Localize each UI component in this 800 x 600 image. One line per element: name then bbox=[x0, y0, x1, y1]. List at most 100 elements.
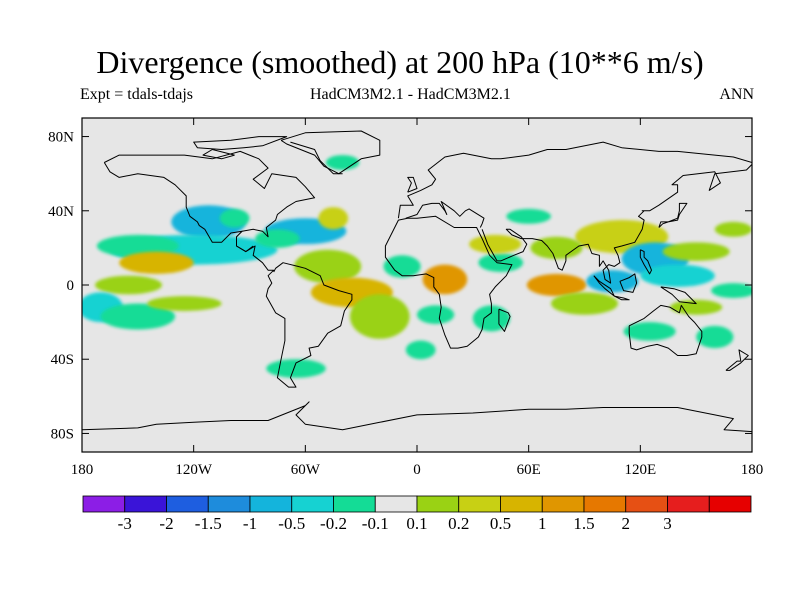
field-region-pos-vstrong bbox=[422, 264, 468, 295]
coastline bbox=[639, 249, 652, 275]
experiment-label: Expt = tdals-tdajs bbox=[80, 86, 194, 103]
colorbar-swatch bbox=[291, 495, 334, 513]
field-region-pos-light bbox=[350, 294, 410, 339]
colorbar-swatch bbox=[124, 495, 167, 513]
colorbar: -3 -2 -1.5 -1 -0.5 -0.2 -0.1 0.1 0.2 0.5 1 1.5 2 3 bbox=[82, 495, 752, 533]
field-region-pos-light bbox=[662, 242, 730, 261]
colorbar-swatch bbox=[708, 495, 752, 513]
coastline bbox=[628, 304, 703, 356]
lon-tick-label: 60W bbox=[291, 462, 321, 478]
colorbar-swatch bbox=[667, 495, 710, 513]
coastline bbox=[280, 130, 381, 175]
field-region-pos-light bbox=[147, 296, 222, 311]
field-region-pos-mid bbox=[318, 207, 349, 230]
colorbar-label: -0.2 bbox=[320, 514, 347, 533]
colorbar-label: -0.1 bbox=[362, 514, 389, 533]
colorbar-label: -2 bbox=[159, 514, 173, 533]
lat-tick-label: 80S bbox=[51, 426, 74, 442]
colorbar-swatch bbox=[249, 495, 293, 513]
coastline bbox=[660, 286, 697, 305]
field-region-neg-light bbox=[383, 255, 421, 278]
coastline bbox=[104, 150, 353, 388]
colorbar-label: -1 bbox=[243, 514, 257, 533]
colorbar-label: 1.5 bbox=[573, 514, 594, 533]
field-region-neg-light bbox=[100, 303, 176, 330]
lat-tick-label: 0 bbox=[67, 278, 75, 294]
coastline bbox=[725, 349, 749, 371]
colorbar-label: 2 bbox=[622, 514, 631, 533]
colorbar-label: -3 bbox=[118, 514, 132, 533]
lon-tick-label: 120W bbox=[175, 462, 213, 478]
colorbar-label: 0.1 bbox=[406, 514, 427, 533]
colorbar-label: -1.5 bbox=[195, 514, 222, 533]
coastline bbox=[290, 141, 343, 175]
colorbar-swatch bbox=[207, 495, 251, 513]
colorbar-swatch bbox=[166, 495, 209, 513]
coastline bbox=[498, 308, 511, 332]
field-region-neg-light bbox=[711, 283, 752, 298]
coastline bbox=[619, 273, 638, 293]
divergence-field bbox=[82, 155, 752, 378]
field-region-pos-light bbox=[670, 299, 723, 315]
lon-tick-label: 120E bbox=[624, 462, 656, 478]
colorbar-swatch bbox=[82, 495, 126, 513]
coastline bbox=[82, 401, 752, 433]
field-region-neg-light bbox=[417, 305, 455, 324]
field-region-neg-light bbox=[623, 322, 676, 341]
field-region-pos-light bbox=[714, 221, 752, 237]
colorbar-swatch bbox=[333, 495, 376, 513]
coastlines bbox=[82, 130, 752, 433]
field-region-pos-strong bbox=[119, 251, 194, 274]
colorbar-label: 1 bbox=[538, 514, 547, 533]
field-region-neg-light bbox=[255, 229, 300, 248]
field-region-neg-light bbox=[506, 208, 551, 224]
field-region-pos-light bbox=[95, 275, 163, 295]
coastline bbox=[384, 215, 513, 349]
colorbar-swatch bbox=[374, 495, 418, 513]
field-region-neg-strong bbox=[586, 270, 639, 293]
colorbar-swatch bbox=[583, 495, 627, 513]
model-label: HadCM3M2.1 - HadCM3M2.1 bbox=[310, 86, 511, 103]
coastline bbox=[658, 202, 688, 228]
coastline bbox=[481, 164, 752, 284]
field-region-pos-vstrong bbox=[526, 273, 587, 297]
lat-tick-label: 40N bbox=[48, 204, 74, 220]
field-region-neg-light bbox=[325, 155, 360, 170]
coastline bbox=[397, 141, 752, 219]
colorbar-swatch bbox=[541, 495, 585, 513]
axis-ticks: 80N 40N 0 40S 80S 180 120W 60W 0 60E 120E 180 bbox=[48, 118, 763, 478]
coastline bbox=[614, 295, 630, 301]
colorbar-swatch bbox=[416, 495, 460, 513]
colorbar-swatch bbox=[625, 495, 668, 513]
field-region-neg-light bbox=[696, 325, 734, 349]
lon-tick-label: 60E bbox=[517, 462, 541, 478]
field-region-neg-light bbox=[266, 359, 326, 378]
colorbar-label: 3 bbox=[663, 514, 672, 533]
colorbar-label: 0.5 bbox=[490, 514, 511, 533]
field-region-neg-light bbox=[405, 340, 436, 360]
lon-tick-label: 0 bbox=[413, 462, 421, 478]
lon-tick-label: 180 bbox=[741, 462, 764, 478]
field-region-pos-light bbox=[551, 292, 618, 315]
colorbar-swatch bbox=[458, 495, 501, 513]
coastline bbox=[405, 201, 485, 228]
coastline bbox=[193, 136, 288, 150]
colorbar-label: -0.5 bbox=[278, 514, 305, 533]
map-title: Divergence (smoothed) at 200 hPa (10**6 … bbox=[96, 44, 704, 80]
field-region-neg-light bbox=[96, 234, 179, 258]
season-label: ANN bbox=[719, 86, 754, 103]
colorbar-swatch bbox=[500, 495, 543, 513]
coastline bbox=[103, 162, 254, 253]
lat-tick-label: 40S bbox=[51, 352, 74, 368]
field-region-pos-mid bbox=[469, 234, 522, 254]
coastline bbox=[407, 176, 418, 193]
field-region-neg-mid bbox=[640, 264, 715, 287]
plot-area bbox=[82, 118, 752, 452]
field-region-pos-light bbox=[294, 249, 362, 284]
lat-tick-label: 80N bbox=[48, 130, 74, 146]
lon-tick-label: 180 bbox=[71, 462, 94, 478]
field-region-neg-light bbox=[219, 208, 250, 228]
coastline bbox=[202, 149, 235, 160]
colorbar-label: 0.2 bbox=[448, 514, 469, 533]
